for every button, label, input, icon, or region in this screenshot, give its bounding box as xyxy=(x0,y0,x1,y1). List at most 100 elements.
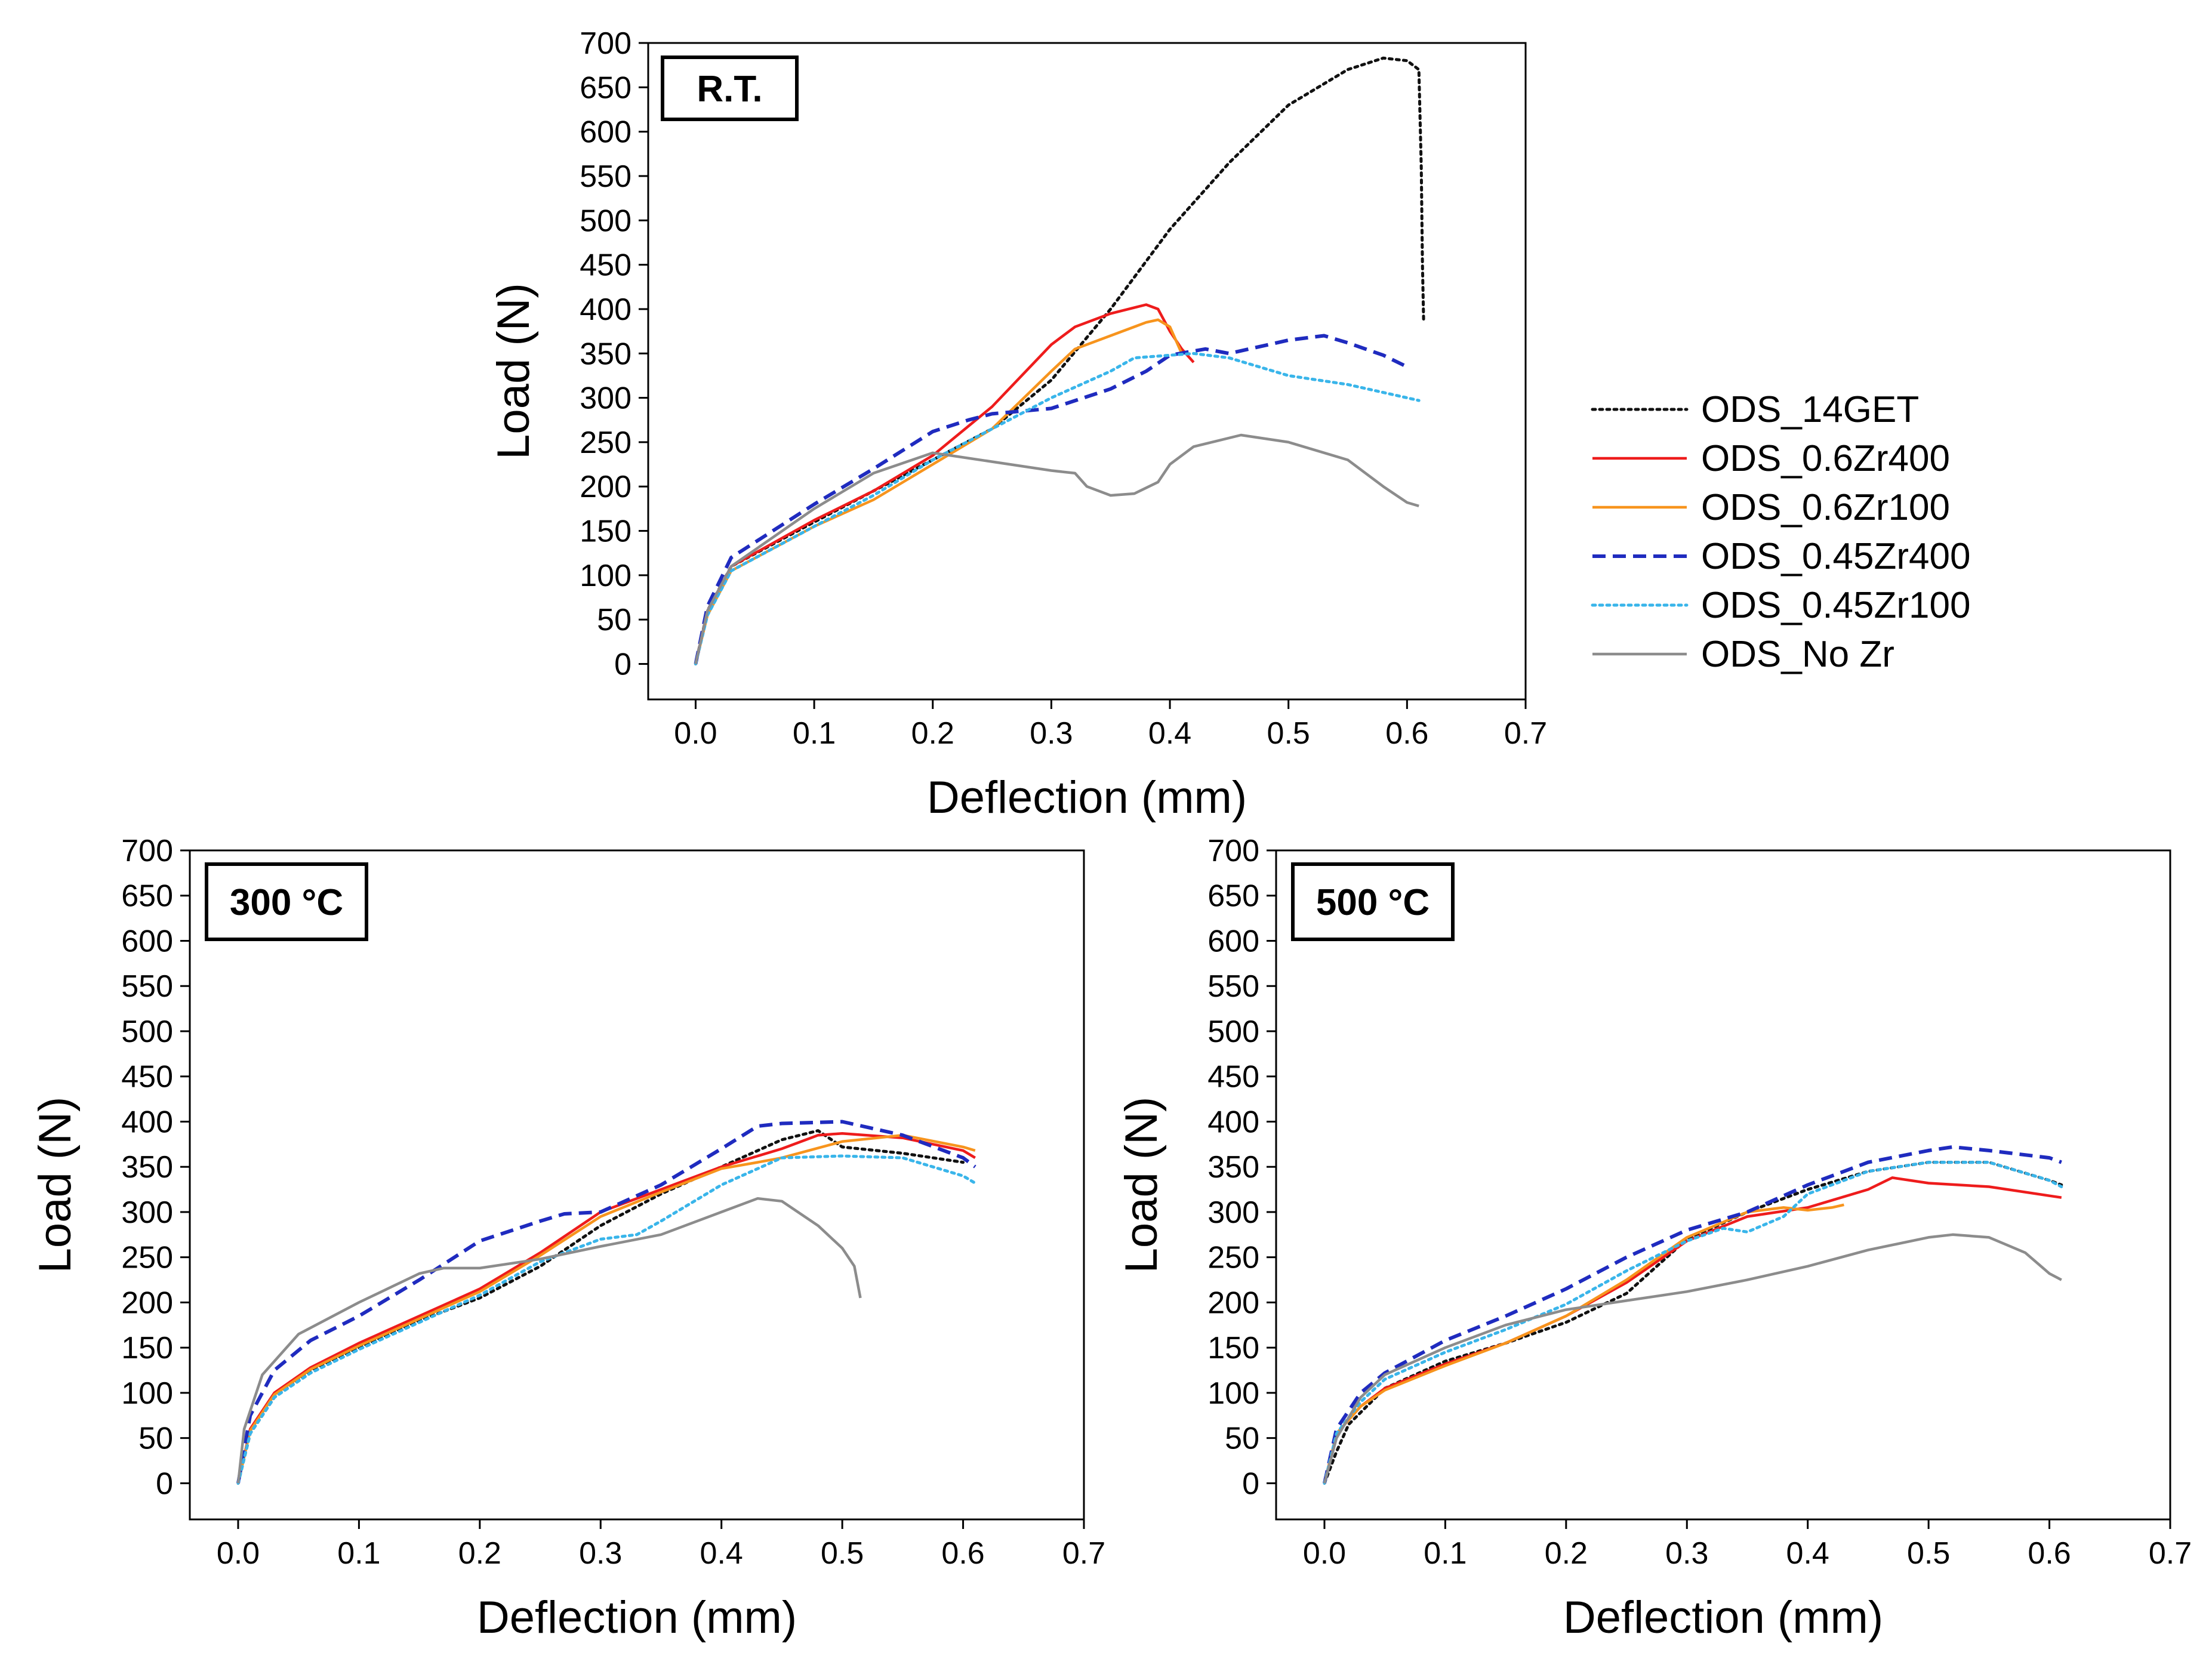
legend-label-ods-0-6zr400: ODS_0.6Zr400 xyxy=(1701,438,1950,479)
y-tick-label: 350 xyxy=(580,337,631,371)
y-tick-label: 500 xyxy=(1207,1015,1259,1049)
y-tick-label: 350 xyxy=(1207,1150,1259,1185)
y-tick-label: 650 xyxy=(121,879,173,914)
y-tick-label: 700 xyxy=(1207,834,1259,868)
y-tick-label: 100 xyxy=(1207,1376,1259,1411)
series-line-ods-0-6zr100 xyxy=(236,1133,976,1484)
condition-label: 300 °C xyxy=(230,882,343,923)
x-tick-label: 0.5 xyxy=(821,1536,864,1571)
plot-frame xyxy=(189,849,1085,1521)
series-group xyxy=(1323,1145,2063,1485)
y-tick-label: 650 xyxy=(580,70,631,105)
series-line-ods-14get xyxy=(1323,1161,2063,1485)
y-tick-label: 450 xyxy=(121,1060,173,1095)
series-group xyxy=(236,1120,977,1485)
series-line-ods-no-zr xyxy=(236,1197,862,1484)
condition-label: 500 °C xyxy=(1316,882,1430,923)
y-tick-label: 700 xyxy=(580,26,631,61)
series-line-ods-0-45zr100 xyxy=(1323,1161,2063,1485)
y-tick-label: 500 xyxy=(121,1015,173,1049)
series-line-ods-no-zr xyxy=(1323,1233,2062,1484)
x-axis-title: Deflection (mm) xyxy=(477,1592,797,1643)
y-tick-label: 550 xyxy=(1207,969,1259,1004)
y-tick-label: 700 xyxy=(121,834,173,868)
x-tick-label: 0.0 xyxy=(217,1536,260,1571)
series-line-ods-0-45zr400 xyxy=(236,1120,976,1484)
y-tick-label: 450 xyxy=(580,248,631,283)
x-tick-label: 0.6 xyxy=(1385,716,1428,751)
series-line-ods-0-45zr100 xyxy=(694,352,1421,665)
series-line-ods-0-45zr400 xyxy=(694,334,1408,665)
y-tick-label: 200 xyxy=(1207,1285,1259,1320)
series-line-ods-0-45zr400 xyxy=(1323,1145,2062,1484)
legend: ODS_14GET ODS_0.6Zr400 ODS_0.6Zr100 ODS_0.4… xyxy=(1591,389,1970,675)
y-tick-label: 600 xyxy=(1207,924,1259,958)
series-line-ods-0-6zr100 xyxy=(1323,1203,1844,1484)
y-tick-label: 50 xyxy=(597,603,631,637)
series-line-ods-no-zr xyxy=(694,433,1419,664)
y-tick-label: 0 xyxy=(614,648,631,682)
x-tick-label: 0.7 xyxy=(2149,1536,2192,1571)
x-tick-label: 0.3 xyxy=(1030,716,1073,751)
legend-label-ods-0-45zr400: ODS_0.45Zr400 xyxy=(1701,536,1970,577)
x-tick-label: 0.7 xyxy=(1062,1536,1105,1571)
series-line-ods-0-6zr400 xyxy=(1323,1176,2062,1484)
x-tick-label: 0.3 xyxy=(1665,1536,1708,1571)
y-tick-label: 250 xyxy=(1207,1241,1259,1275)
x-tick-label: 0.5 xyxy=(1907,1536,1950,1571)
y-tick-label: 400 xyxy=(580,292,631,327)
y-tick-label: 600 xyxy=(121,924,173,958)
series-line-ods-0-6zr400 xyxy=(694,303,1195,664)
y-tick-label: 100 xyxy=(580,559,631,593)
panel-500c: 0 50 100 150 200 250 300 350 400 450 500 550 600 650 7… xyxy=(1116,834,2192,1643)
legend-label-ods-0-6zr100: ODS_0.6Zr100 xyxy=(1701,487,1950,528)
series-group xyxy=(694,56,1425,665)
x-tick-label: 0.1 xyxy=(1424,1536,1467,1571)
y-axis-title: Load (N) xyxy=(30,1097,81,1274)
x-tick-label: 0.0 xyxy=(1303,1536,1346,1571)
series-line-ods-14get xyxy=(236,1129,965,1485)
x-tick-label: 0.0 xyxy=(674,716,717,751)
legend-label-ods-0-45zr100: ODS_0.45Zr100 xyxy=(1701,585,1970,626)
y-tick-label: 550 xyxy=(121,969,173,1004)
y-tick-label: 450 xyxy=(1207,1060,1259,1095)
y-tick-label: 250 xyxy=(121,1241,173,1275)
y-tick-label: 50 xyxy=(138,1422,173,1456)
x-tick-label: 0.7 xyxy=(1504,716,1547,751)
panel-room-temperature: 0 50 100 150 200 250 300 350 400 450 500 550 600 650 7… xyxy=(488,26,1547,823)
x-tick-label: 0.6 xyxy=(941,1536,984,1571)
y-tick-label: 150 xyxy=(1207,1331,1259,1365)
x-tick-label: 0.1 xyxy=(337,1536,380,1571)
y-tick-label: 400 xyxy=(121,1105,173,1139)
y-tick-label: 250 xyxy=(580,426,631,460)
x-tick-label: 0.4 xyxy=(1148,716,1191,751)
x-axis-title: Deflection (mm) xyxy=(1563,1592,1883,1643)
y-tick-label: 50 xyxy=(1225,1422,1259,1456)
x-tick-label: 0.6 xyxy=(2028,1536,2071,1571)
plot-frame xyxy=(1275,849,2171,1521)
legend-label-ods-14get: ODS_14GET xyxy=(1701,389,1919,430)
y-tick-label: 350 xyxy=(121,1150,173,1185)
y-tick-label: 150 xyxy=(121,1331,173,1365)
y-tick-label: 200 xyxy=(121,1285,173,1320)
y-tick-label: 600 xyxy=(580,115,631,150)
series-line-ods-0-45zr100 xyxy=(236,1154,977,1485)
y-axis-title: Load (N) xyxy=(488,283,539,460)
series-line-ods-14get xyxy=(694,56,1425,665)
x-axis-title: Deflection (mm) xyxy=(927,772,1247,823)
series-line-ods-0-6zr100 xyxy=(694,318,1183,665)
condition-label: R.T. xyxy=(697,69,762,110)
plot-frame xyxy=(647,42,1527,701)
panel-300c: 0 50 100 150 200 250 300 350 400 450 500 550 600 650 7… xyxy=(30,834,1105,1643)
x-tick-label: 0.2 xyxy=(458,1536,501,1571)
y-tick-label: 650 xyxy=(1207,879,1259,914)
y-tick-label: 150 xyxy=(580,514,631,549)
y-tick-label: 500 xyxy=(580,204,631,238)
legend-label-ods-no-zr: ODS_No Zr xyxy=(1701,634,1894,675)
y-tick-label: 100 xyxy=(121,1376,173,1411)
x-tick-label: 0.4 xyxy=(1786,1536,1829,1571)
y-tick-label: 300 xyxy=(580,381,631,416)
y-tick-label: 550 xyxy=(580,159,631,194)
x-tick-label: 0.2 xyxy=(1545,1536,1588,1571)
